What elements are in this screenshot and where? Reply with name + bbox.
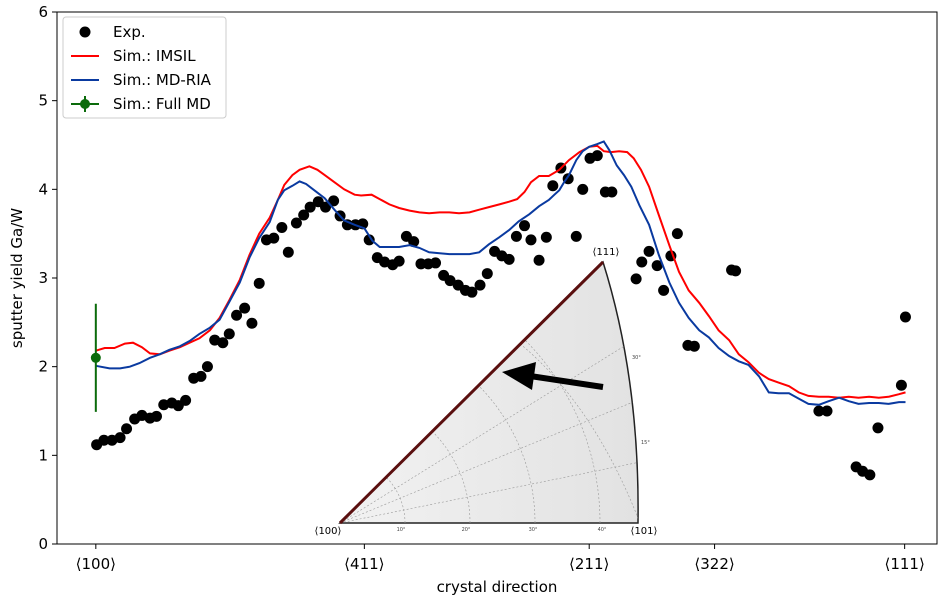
- x-tick-label: ⟨322⟩: [694, 555, 734, 573]
- y-tick-label: 2: [38, 358, 48, 376]
- data-point: [408, 236, 420, 248]
- data-point: [895, 379, 907, 391]
- data-point: [547, 180, 559, 192]
- inset-corner-label: ⟨100⟩: [315, 526, 342, 537]
- data-point: [503, 253, 515, 265]
- data-point: [239, 302, 251, 314]
- data-point: [813, 405, 825, 417]
- inset-edge: [338, 260, 605, 525]
- y-axis-label: sputter yield Ga/W: [8, 208, 26, 348]
- data-point: [114, 432, 126, 444]
- plot-area: [90, 140, 911, 481]
- data-point: [223, 328, 235, 340]
- data-point: [474, 279, 486, 291]
- legend-marker: [80, 99, 90, 109]
- data-point: [268, 232, 280, 244]
- legend-label: Sim.: MD-RIA: [113, 71, 212, 89]
- data-point: [730, 265, 742, 277]
- data-point: [636, 256, 648, 268]
- inset-angle-label: 30°: [632, 355, 641, 361]
- legend-label: Sim.: Full MD: [113, 95, 211, 113]
- data-point: [90, 352, 101, 363]
- data-point: [298, 209, 310, 221]
- data-point: [320, 201, 332, 213]
- inset-corner-label: ⟨111⟩: [593, 247, 620, 258]
- data-point: [899, 311, 911, 323]
- data-point: [150, 410, 162, 422]
- inset-area: [338, 260, 639, 524]
- data-point: [643, 245, 655, 257]
- data-point: [510, 230, 522, 242]
- legend-box: [62, 16, 227, 119]
- y-tick-label: 3: [38, 269, 48, 287]
- data-point: [430, 257, 442, 269]
- data-point: [671, 228, 683, 240]
- inset-angle-label: 30°: [529, 527, 538, 533]
- data-point: [466, 286, 478, 298]
- data-point: [282, 246, 294, 258]
- legend-label: Sim.: IMSIL: [113, 47, 196, 65]
- data-point: [276, 221, 288, 233]
- data-point: [651, 260, 663, 272]
- legend-label: Exp.: [113, 23, 146, 41]
- x-tick-label: ⟨411⟩: [344, 555, 384, 573]
- series-line: [95, 140, 906, 406]
- y-tick-label: 5: [38, 92, 48, 110]
- data-point: [577, 183, 589, 195]
- x-axis-label: crystal direction: [437, 578, 558, 596]
- series-line: [95, 144, 906, 399]
- inset-triangle: ⟨100⟩ ⟨111⟩ ⟨101⟩ 10° 20° 30° 40° 30° 15…: [315, 247, 658, 537]
- data-point: [217, 337, 229, 349]
- data-point: [540, 231, 552, 243]
- data-point: [872, 422, 884, 434]
- data-point: [246, 317, 258, 329]
- data-point: [525, 234, 537, 246]
- legend: Exp. Sim.: IMSIL Sim.: MD-RIA Sim.: Full MD: [62, 16, 227, 119]
- data-point: [864, 469, 876, 481]
- data-point: [304, 201, 316, 213]
- inset-angle-label: 40°: [598, 527, 607, 533]
- inset-grid: [340, 299, 639, 523]
- data-point: [658, 284, 670, 296]
- data-point: [363, 234, 375, 246]
- data-point: [591, 150, 603, 162]
- data-point: [180, 394, 192, 406]
- data-point: [570, 230, 582, 242]
- x-tick-label: ⟨211⟩: [569, 555, 609, 573]
- data-point: [393, 255, 405, 267]
- y-tick-label: 1: [38, 446, 48, 464]
- inset-arrow-shaft: [529, 373, 604, 390]
- data-point: [606, 186, 618, 198]
- data-point: [201, 361, 213, 373]
- x-tick-label: ⟨111⟩: [884, 555, 924, 573]
- inset-arrow-head: [502, 362, 536, 390]
- data-point: [231, 309, 243, 321]
- y-tick-label: 6: [38, 3, 48, 21]
- inset-angle-label: 20°: [462, 527, 471, 533]
- inset-corner-label: ⟨101⟩: [631, 526, 658, 537]
- y-tick-label: 4: [38, 180, 48, 198]
- data-point: [630, 273, 642, 285]
- legend-marker: [79, 26, 91, 38]
- data-point: [444, 275, 456, 287]
- data-point: [821, 405, 833, 417]
- inset-angle-label: 15°: [641, 440, 650, 446]
- data-point: [533, 254, 545, 266]
- data-point: [688, 340, 700, 352]
- data-point: [121, 423, 133, 435]
- data-point: [481, 268, 493, 280]
- data-point: [195, 370, 207, 382]
- y-tick-label: 0: [38, 535, 48, 553]
- x-tick-label: ⟨100⟩: [76, 555, 116, 573]
- data-point: [98, 434, 110, 446]
- data-point: [328, 195, 340, 207]
- data-point: [290, 217, 302, 229]
- data-point: [253, 277, 265, 289]
- inset-angle-label: 10°: [397, 527, 406, 533]
- data-point: [519, 220, 530, 232]
